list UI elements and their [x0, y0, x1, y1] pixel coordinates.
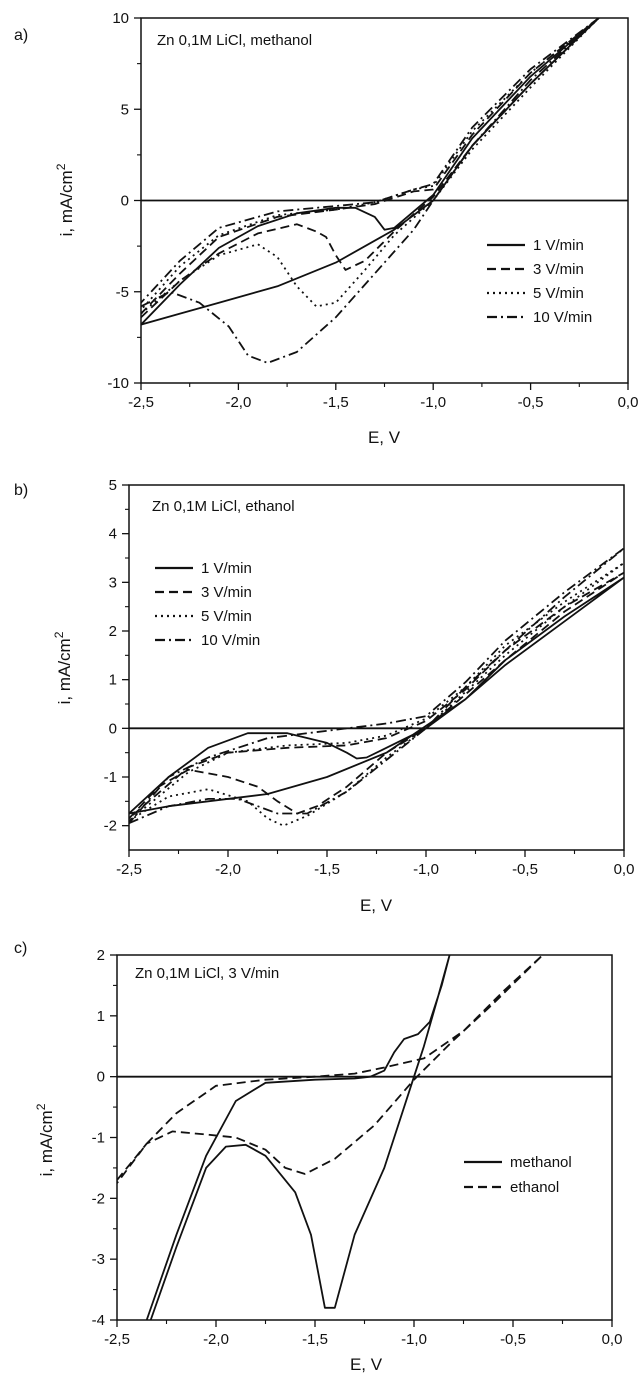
- plot-frame: [128, 484, 625, 851]
- x-tick-label: -1,0: [420, 394, 446, 411]
- x-tick-label: -1,0: [413, 861, 439, 878]
- y-axis-title: i, mA/cm2: [54, 163, 76, 236]
- y-tick-label: -3: [92, 1251, 105, 1268]
- x-tick-label: 0,0: [618, 394, 639, 411]
- panel-b: b) Zn 0,1M LiCl, ethanol E, V i, mA/cm2 …: [14, 477, 634, 915]
- y-tick-label: -2: [104, 818, 117, 835]
- y-tick-label: 0: [97, 1069, 105, 1086]
- y-tick-label: 0: [121, 193, 129, 210]
- y-tick-label: 2: [97, 947, 105, 964]
- y-tick-label: 1: [97, 1008, 105, 1025]
- y-tick-label: -1: [92, 1130, 105, 1147]
- series-line-3: [129, 562, 624, 827]
- y-tick-label: 1: [109, 672, 117, 689]
- x-tick-label: -2,0: [203, 1331, 229, 1348]
- y-tick-label: 0: [109, 720, 117, 737]
- panel-label: b): [14, 482, 28, 499]
- y-tick-label: -5: [116, 284, 129, 301]
- x-tick-label: -1,5: [302, 1331, 328, 1348]
- y-axis-title-text: i, mA/cm: [37, 1110, 56, 1176]
- y-axis-title: i, mA/cm2: [52, 631, 74, 704]
- x-tick-label: -2,5: [128, 394, 154, 411]
- series-line-1: [141, 18, 600, 326]
- y-tick-label: -1: [104, 769, 117, 786]
- y-axis-title-superscript: 2: [54, 163, 68, 170]
- y-tick-label: 3: [109, 574, 117, 591]
- y-axis-title-superscript: 2: [34, 1103, 48, 1110]
- y-axis-title-text: i, mA/cm: [55, 638, 74, 704]
- legend-label: 3 V/min: [201, 584, 252, 601]
- legend-label: 10 V/min: [201, 632, 260, 649]
- series-line-2: [129, 571, 624, 820]
- x-axis-title: E, V: [350, 1355, 383, 1374]
- x-tick-label: -2,5: [104, 1331, 130, 1348]
- y-axis-title-superscript: 2: [52, 631, 66, 638]
- x-tick-label: -2,0: [225, 394, 251, 411]
- y-axis-title: i, mA/cm2: [34, 1103, 56, 1176]
- y-tick-label: 5: [109, 477, 117, 494]
- x-tick-label: -2,0: [215, 861, 241, 878]
- chart-marks: -2,5 -2,0 -1,5 -1,0 -0,5 0,0 -2 -1 0 1 2 3 4 5: [104, 477, 635, 878]
- y-tick-label: 4: [109, 526, 117, 543]
- legend-label: 1 V/min: [201, 560, 252, 577]
- legend-label: 5 V/min: [201, 608, 252, 625]
- y-tick-label: -2: [92, 1190, 105, 1207]
- series-line-2: [117, 955, 544, 1184]
- panel-label: c): [14, 940, 27, 957]
- series-line-2: [141, 18, 600, 318]
- series-line-1: [145, 955, 451, 1320]
- chart-legend: 1 V/min 3 V/min 5 V/min 10 V/min: [155, 560, 260, 649]
- chart-marks: -2,5 -2,0 -1,5 -1,0 -0,5 0,0 -4 -3 -2 -1 0 1 2: [92, 947, 623, 1348]
- y-tick-label: -10: [107, 375, 129, 392]
- y-tick-label: -4: [92, 1312, 105, 1329]
- series-line-4: [141, 18, 600, 364]
- chart-title: Zn 0,1M LiCl, methanol: [157, 32, 312, 49]
- series-line-3: [141, 18, 600, 315]
- chart-title: Zn 0,1M LiCl, ethanol: [152, 498, 295, 515]
- chart-title: Zn 0,1M LiCl, 3 V/min: [135, 965, 279, 982]
- x-axis-title: E, V: [360, 896, 393, 915]
- panel-label: a): [14, 27, 28, 44]
- chart-legend: 1 V/min 3 V/min 5 V/min 10 V/min: [487, 237, 592, 326]
- x-axis-title: E, V: [368, 428, 401, 447]
- x-tick-label: -0,5: [512, 861, 538, 878]
- x-tick-label: -0,5: [518, 394, 544, 411]
- series-line-1: [129, 576, 624, 815]
- chart-legend: methanol ethanol: [464, 1154, 572, 1196]
- panel-a: a) Zn 0,1M LiCl, methanol E, V i, mA/cm2…: [14, 10, 638, 447]
- panel-c: c) Zn 0,1M LiCl, 3 V/min E, V i, mA/cm2 …: [14, 940, 622, 1374]
- x-tick-label: -1,0: [401, 1331, 427, 1348]
- legend-label: 3 V/min: [533, 261, 584, 278]
- legend-label: 10 V/min: [533, 309, 592, 326]
- legend-label: ethanol: [510, 1179, 559, 1196]
- x-tick-label: -1,5: [314, 861, 340, 878]
- x-tick-label: 0,0: [614, 861, 635, 878]
- legend-label: 1 V/min: [533, 237, 584, 254]
- chart-marks: -2,5 -2,0 -1,5 -1,0 -0,5 0,0 -10 -5 0 5 10: [107, 10, 638, 411]
- series-line-4: [129, 547, 624, 825]
- y-tick-label: 5: [121, 101, 129, 118]
- y-axis-title-text: i, mA/cm: [57, 170, 76, 236]
- legend-label: 5 V/min: [533, 285, 584, 302]
- y-tick-label: 2: [109, 623, 117, 640]
- plot-frame: [116, 954, 613, 1321]
- legend-label: methanol: [510, 1154, 572, 1171]
- y-tick-label: 10: [112, 10, 129, 27]
- x-tick-label: 0,0: [602, 1331, 623, 1348]
- x-tick-label: -2,5: [116, 861, 142, 878]
- x-tick-label: -1,5: [323, 394, 349, 411]
- x-tick-label: -0,5: [500, 1331, 526, 1348]
